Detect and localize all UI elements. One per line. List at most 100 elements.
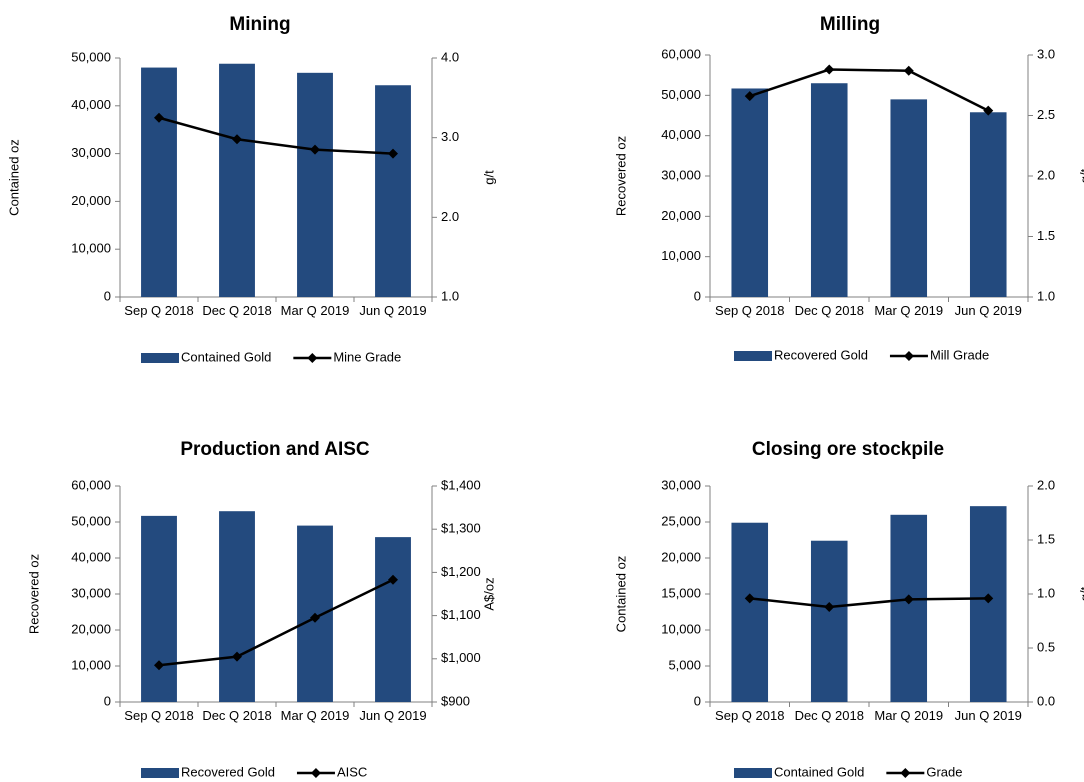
x-tick-label-box: Sep Q 2018 [715, 708, 784, 723]
bar [141, 515, 177, 702]
y2-axis-title: g/t [481, 170, 496, 185]
bar [810, 83, 848, 297]
x-tick-label: Jun Q 2019 [359, 708, 427, 723]
bar [219, 63, 255, 298]
y2-axis-title: A$/oz [481, 577, 496, 610]
chart-title: Production and AISC [180, 439, 370, 460]
legend-marker [307, 353, 318, 363]
bar [890, 99, 928, 297]
y-tick-label: 40,000 [71, 97, 111, 112]
y2-tick-label: 1.0 [441, 288, 459, 303]
line-marker [310, 144, 320, 155]
y2-tick-label: $1,000 [441, 650, 481, 665]
line-marker [903, 65, 914, 76]
y-tick-label: 15,000 [661, 585, 701, 600]
y2-tick-label: 0.0 [1037, 693, 1055, 708]
x-tick-label: Sep Q 2018 [124, 708, 194, 723]
bar [969, 506, 1007, 702]
legend-label: Mine Grade [333, 349, 401, 364]
y2-tick-label: 2.0 [1037, 477, 1055, 492]
legend-marker [310, 768, 321, 778]
y-tick-label: 40,000 [71, 549, 111, 564]
y2-tick-label: $1,200 [441, 564, 481, 579]
y2-tick-label: $1,300 [441, 521, 481, 536]
bar [969, 112, 1007, 297]
line-marker [903, 594, 914, 605]
line-marker [824, 601, 835, 612]
x-tick-label: Dec Q 2018 [794, 303, 864, 318]
y2-tick-label: 1.5 [1037, 531, 1055, 546]
chart-title: Closing ore stockpile [752, 439, 944, 460]
line-marker [232, 134, 242, 145]
chart-title: Mining [229, 14, 290, 35]
x-tick-label: Mar Q 2019 [280, 303, 350, 318]
line-marker [388, 574, 398, 585]
y-tick-label: 50,000 [71, 513, 111, 528]
y-tick-label: 10,000 [71, 241, 111, 256]
legend-marker [903, 351, 914, 361]
x-tick-label: Jun Q 2019 [954, 708, 1022, 723]
line-marker [310, 612, 320, 623]
y-tick-label: 50,000 [71, 49, 111, 64]
x-tick-label: Mar Q 2019 [874, 708, 944, 723]
bar [141, 67, 177, 297]
y2-tick-label: 3.0 [441, 129, 459, 144]
legend-swatch [734, 768, 772, 778]
legend-label: Contained Gold [181, 349, 271, 364]
legend-swatch [141, 768, 179, 778]
legend-label: Contained Gold [774, 764, 864, 779]
legend-swatch [734, 351, 772, 361]
x-tick-label-box: Dec Q 2018 [794, 708, 864, 723]
x-tick-label: Dec Q 2018 [794, 708, 864, 723]
y2-tick-label: 4.0 [441, 49, 459, 64]
y-axis-title: Contained oz [6, 139, 21, 216]
bar [890, 514, 928, 702]
y-tick-label: 20,000 [661, 549, 701, 564]
y-tick-label: 25,000 [661, 513, 701, 528]
bar [375, 537, 411, 702]
bar [810, 540, 848, 702]
y2-axis-title: g/t [1077, 586, 1084, 601]
bar [375, 85, 411, 297]
y-tick-label: 20,000 [71, 193, 111, 208]
x-tick-label-box: Dec Q 2018 [202, 303, 272, 318]
line-marker [824, 64, 835, 75]
line-marker [744, 91, 755, 102]
y2-tick-label: 3.0 [1037, 46, 1055, 61]
x-tick-label-box: Mar Q 2019 [280, 708, 350, 723]
y-tick-label: 0 [694, 693, 701, 708]
x-tick-label: Sep Q 2018 [715, 303, 785, 318]
legend-label: AISC [337, 764, 367, 779]
line-marker [744, 593, 755, 604]
line [158, 578, 394, 667]
y-tick-label: 30,000 [71, 145, 111, 160]
line-marker [232, 651, 242, 662]
x-tick-label: Dec Q 2018 [202, 303, 272, 318]
x-tick-label-box: Jun Q 2019 [954, 708, 1022, 723]
x-tick-label: Mar Q 2019 [280, 708, 350, 723]
y-tick-label: 5,000 [668, 657, 701, 672]
line-marker [983, 105, 994, 116]
x-tick-label: Jun Q 2019 [359, 303, 427, 318]
legend-marker [900, 768, 911, 778]
y-tick-label: 60,000 [661, 46, 701, 61]
y-tick-label: 10,000 [661, 621, 701, 636]
y2-tick-label: $1,400 [441, 477, 481, 492]
line-marker [983, 593, 994, 604]
y2-tick-label: 1.5 [1037, 228, 1055, 243]
legend-swatch [141, 353, 179, 363]
y-tick-label: 30,000 [661, 167, 701, 182]
x-tick-label-box: Jun Q 2019 [359, 303, 427, 318]
y-axis-title: Recovered oz [613, 136, 628, 216]
y-tick-label: 0 [694, 288, 701, 303]
y-tick-label: 20,000 [71, 621, 111, 636]
line [749, 597, 989, 609]
legend-label: Recovered Gold [181, 764, 275, 779]
x-tick-label: Sep Q 2018 [124, 303, 194, 318]
y-tick-label: 0 [104, 693, 111, 708]
y2-tick-label: 1.0 [1037, 585, 1055, 600]
legend-label: Recovered Gold [774, 347, 868, 362]
x-tick-label-box: Sep Q 2018 [124, 708, 194, 723]
